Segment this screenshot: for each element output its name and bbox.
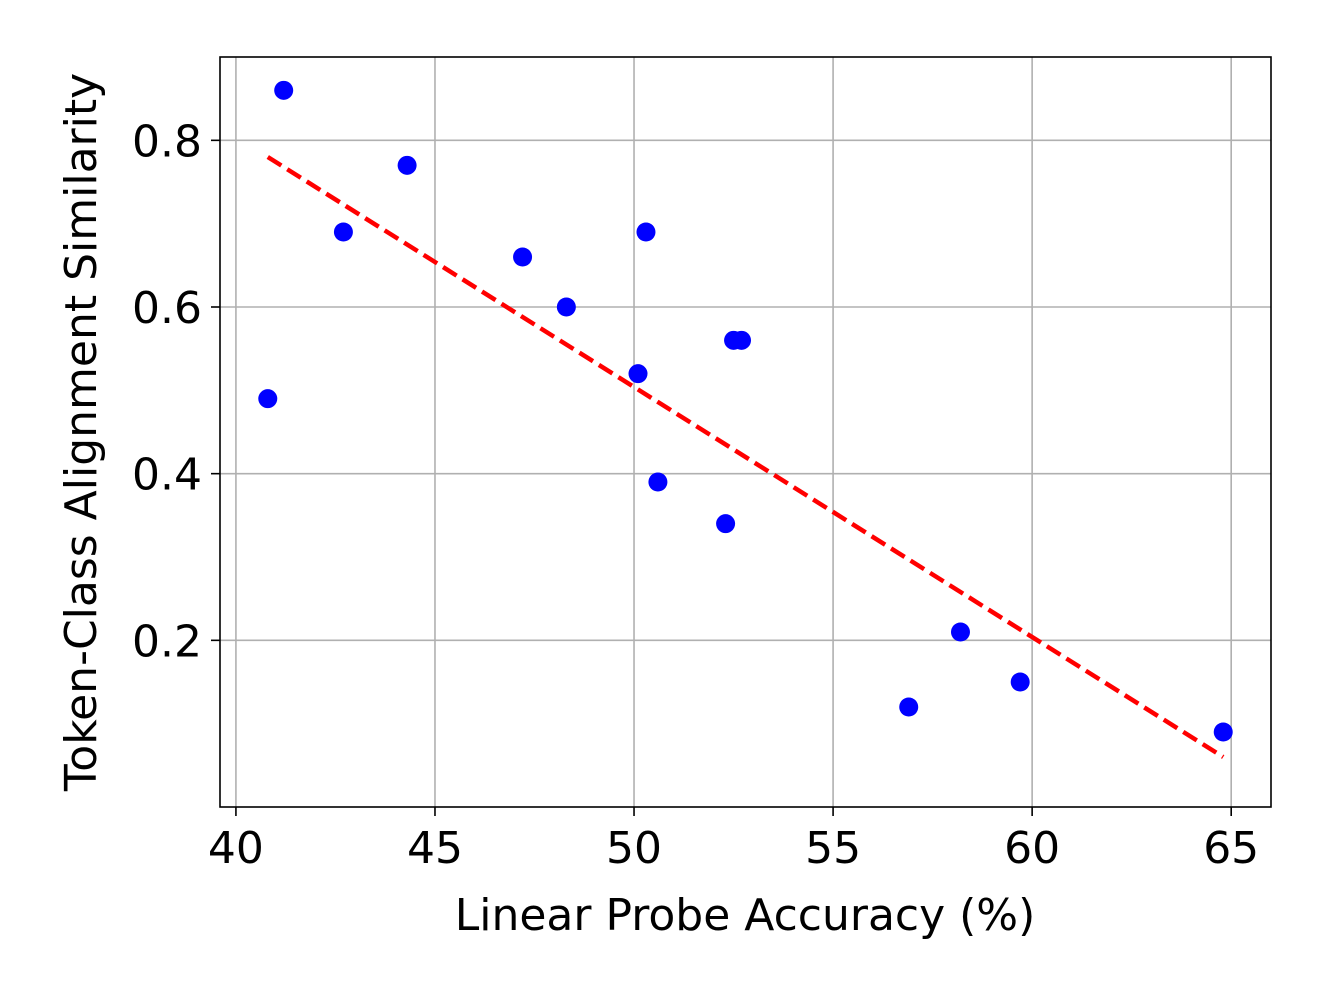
y-tick-label: 0.2 — [132, 616, 202, 667]
data-point — [628, 364, 648, 384]
x-tick-label: 60 — [1004, 823, 1060, 874]
data-point — [556, 297, 576, 317]
x-tick-label: 65 — [1203, 823, 1259, 874]
x-tick-label: 45 — [407, 823, 463, 874]
trend-line — [266, 155, 1225, 759]
data-point — [333, 222, 353, 242]
x-tick-label: 50 — [606, 823, 662, 874]
data-point — [513, 247, 533, 267]
x-axis-label: Linear Probe Accuracy (%) — [455, 890, 1036, 941]
trend-line-group — [266, 155, 1225, 759]
data-point — [899, 697, 919, 717]
data-point — [648, 472, 668, 492]
data-point — [1213, 722, 1233, 742]
x-tick-label: 40 — [208, 823, 264, 874]
y-axis-ticks: 0.2 0.4 0.6 0.8 — [132, 116, 220, 667]
y-axis-label: Token-Class Alignment Similarity — [56, 73, 107, 792]
data-points — [258, 80, 1233, 742]
data-point — [1010, 672, 1030, 692]
data-point — [732, 330, 752, 350]
data-point — [258, 389, 278, 409]
data-point — [636, 222, 656, 242]
y-tick-label: 0.4 — [132, 450, 202, 501]
plot-frame — [219, 56, 1272, 808]
grid-lines — [220, 57, 1271, 807]
x-axis-ticks: 40 45 50 55 60 65 — [208, 807, 1259, 874]
y-tick-label: 0.8 — [132, 116, 202, 167]
data-point — [950, 622, 970, 642]
y-tick-label: 0.6 — [132, 283, 202, 334]
data-point — [274, 80, 294, 100]
data-point — [716, 514, 736, 534]
x-tick-label: 55 — [805, 823, 861, 874]
data-point — [397, 155, 417, 175]
